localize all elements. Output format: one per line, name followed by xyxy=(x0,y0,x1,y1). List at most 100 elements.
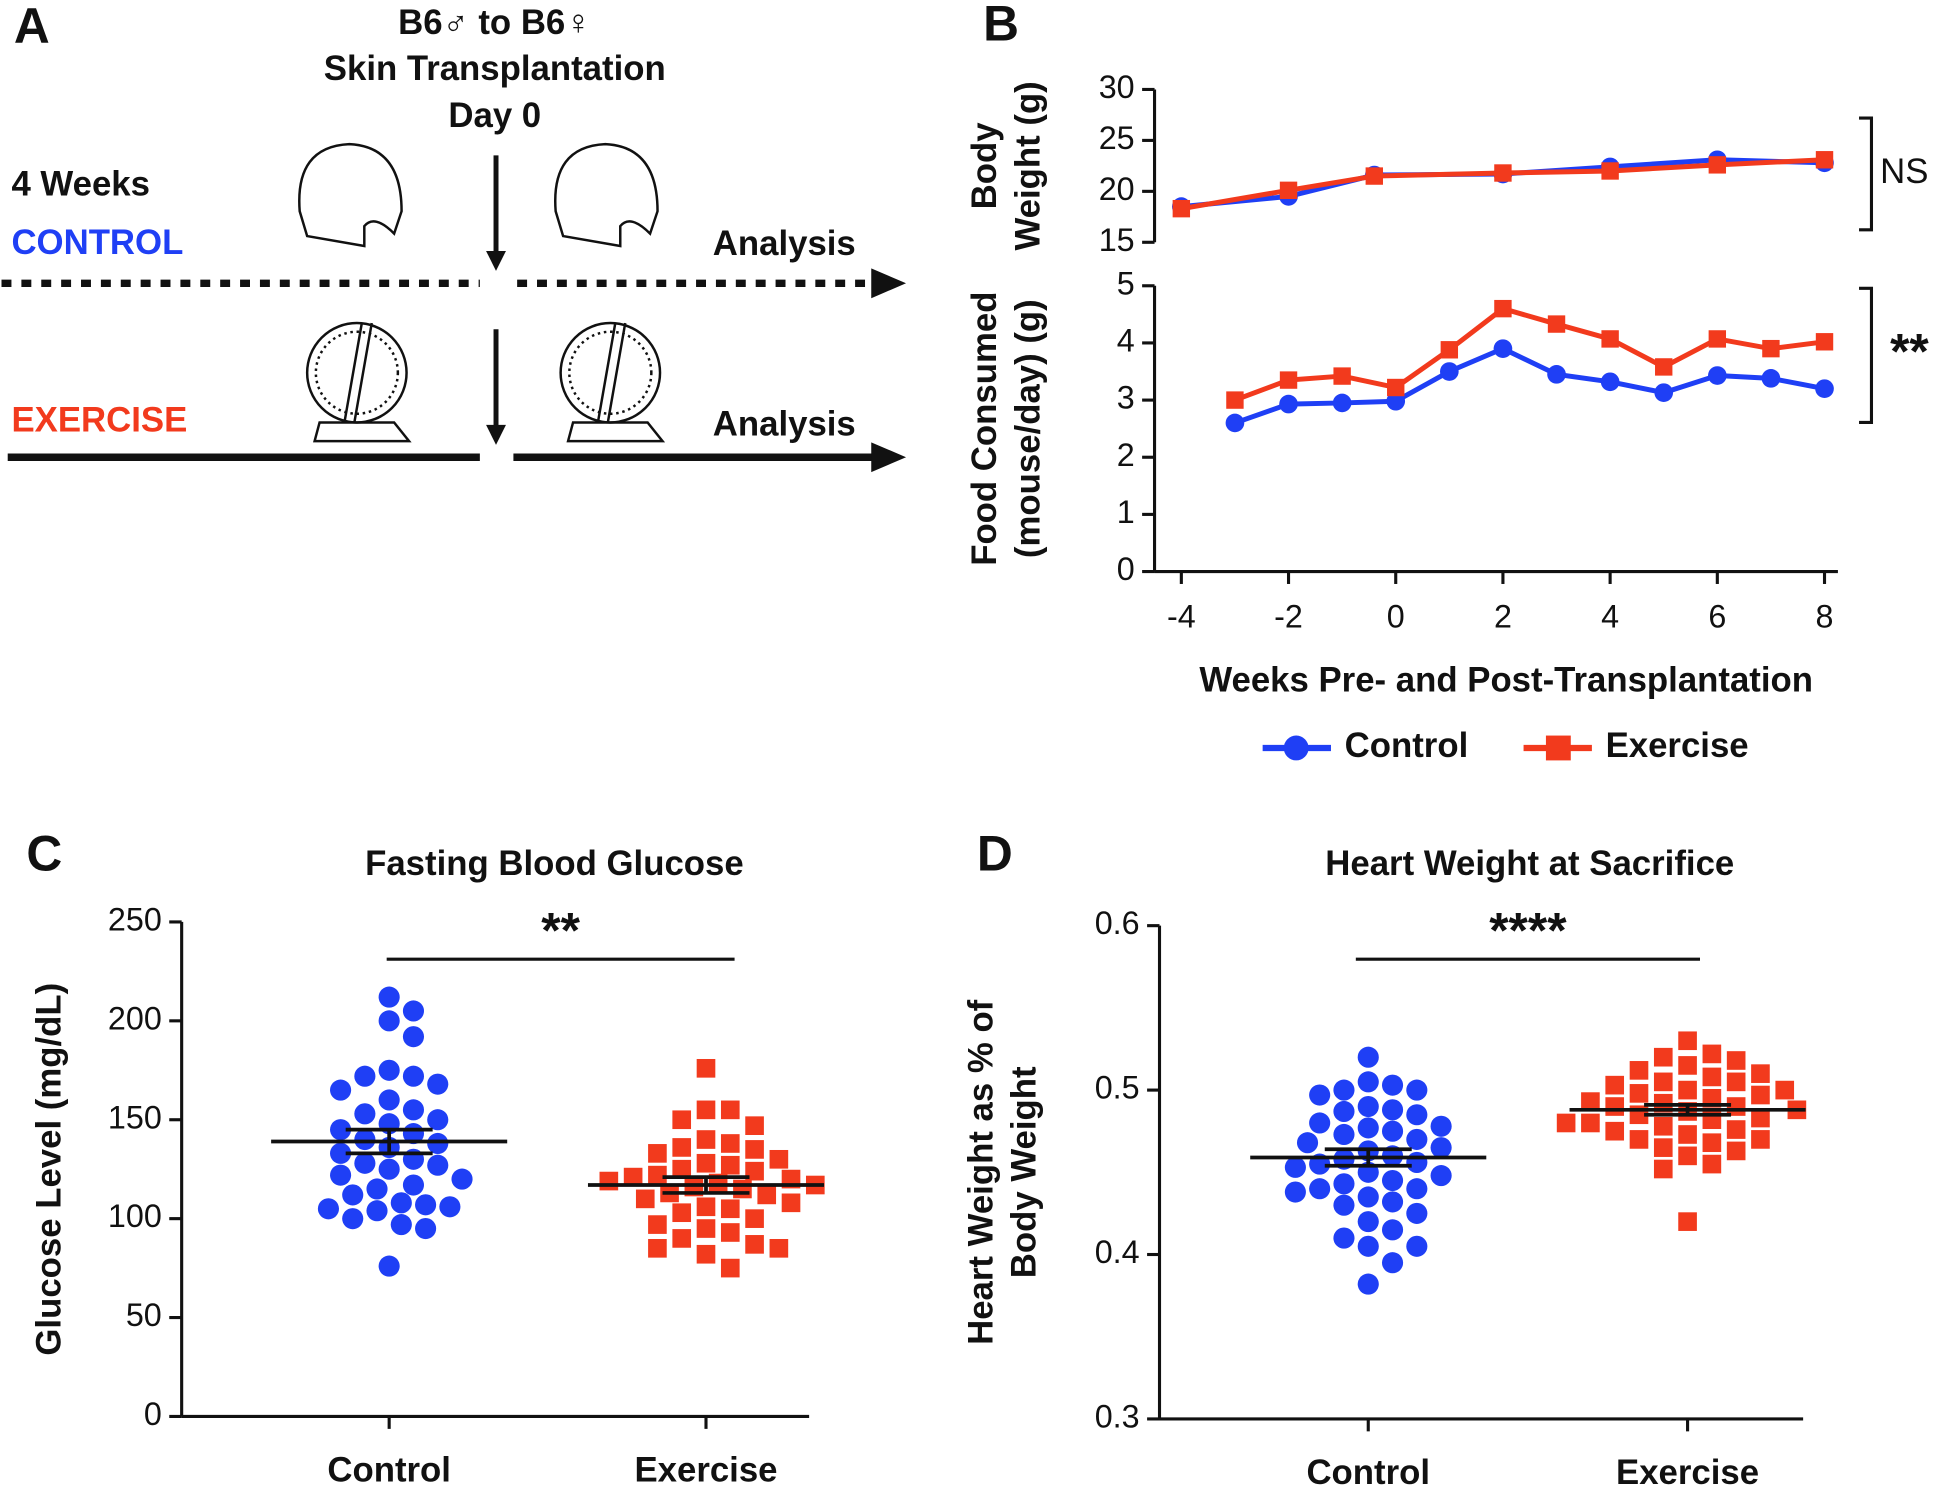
marker xyxy=(1226,391,1244,409)
marker xyxy=(1332,393,1352,413)
marker xyxy=(672,1159,692,1179)
marker xyxy=(402,1000,425,1022)
marker xyxy=(1702,1154,1722,1174)
marker xyxy=(1279,371,1298,389)
marker xyxy=(1381,1074,1404,1096)
marker xyxy=(1279,394,1298,414)
marker xyxy=(696,1100,716,1120)
marker xyxy=(720,1134,740,1153)
marker xyxy=(1762,339,1780,358)
marker xyxy=(390,1192,412,1214)
marker xyxy=(623,1167,643,1187)
marker xyxy=(745,1161,764,1181)
y-tick-label: 0 xyxy=(144,1396,162,1432)
marker xyxy=(1751,1108,1770,1128)
schematic-title: Day 0 xyxy=(448,97,541,135)
marker xyxy=(648,1144,667,1163)
marker xyxy=(696,1153,716,1173)
marker xyxy=(1653,1138,1673,1157)
marker xyxy=(1333,1100,1355,1123)
marker xyxy=(1440,362,1459,381)
marker xyxy=(1702,1088,1722,1108)
marker xyxy=(757,1185,777,1205)
annotation: **** xyxy=(1489,902,1567,958)
marker xyxy=(1296,1132,1319,1154)
marker xyxy=(1333,1194,1355,1216)
panel-label: C xyxy=(26,825,62,881)
marker xyxy=(1430,1115,1452,1137)
marker xyxy=(390,1214,412,1236)
marker xyxy=(1430,1165,1452,1187)
marker xyxy=(427,1154,449,1176)
marker xyxy=(330,1142,352,1164)
marker xyxy=(745,1140,764,1159)
marker xyxy=(1494,164,1512,182)
marker xyxy=(720,1155,740,1175)
marker xyxy=(720,1223,740,1242)
legend-label: Control xyxy=(1345,727,1469,765)
marker xyxy=(402,1174,425,1196)
marker xyxy=(366,1200,388,1222)
marker xyxy=(378,986,400,1008)
y-tick-label: 3 xyxy=(1117,380,1135,416)
marker xyxy=(1547,365,1566,384)
marker xyxy=(1678,1080,1697,1100)
marker xyxy=(1284,1156,1306,1178)
y-tick-label: 20 xyxy=(1099,171,1135,207)
marker xyxy=(1655,358,1673,376)
marker xyxy=(1333,1123,1355,1146)
marker xyxy=(672,1203,692,1223)
marker xyxy=(1751,1064,1770,1083)
timeline xyxy=(1,155,907,473)
x-tick-label: -2 xyxy=(1274,598,1303,634)
error-bar xyxy=(1644,1103,1732,1117)
marker xyxy=(1726,1051,1746,1070)
y-tick-label: 0 xyxy=(1117,551,1135,587)
marker xyxy=(769,1238,789,1258)
marker xyxy=(1381,1120,1404,1142)
marker xyxy=(1678,1212,1697,1231)
marker xyxy=(1726,1072,1746,1092)
marker xyxy=(648,1238,667,1258)
marker xyxy=(1708,156,1727,174)
marker xyxy=(1761,369,1781,388)
marker xyxy=(1406,1079,1428,1101)
marker xyxy=(1357,1235,1379,1257)
marker xyxy=(769,1149,789,1169)
marker xyxy=(1815,151,1834,169)
marker xyxy=(1547,315,1566,333)
marker xyxy=(402,1026,425,1048)
marker xyxy=(354,1152,376,1174)
marker xyxy=(317,1198,339,1220)
marker xyxy=(1600,372,1620,392)
marker xyxy=(648,1215,667,1234)
y-tick-label: 200 xyxy=(108,1000,162,1036)
y-tick-label: 25 xyxy=(1099,120,1135,156)
x-tick-label: 0 xyxy=(1387,598,1405,634)
marker xyxy=(378,1010,400,1032)
marker xyxy=(427,1073,449,1095)
marker xyxy=(1381,1219,1404,1241)
annotation: ** xyxy=(541,902,580,958)
series-line xyxy=(1234,305,1825,403)
marker xyxy=(1381,1191,1404,1213)
marker xyxy=(1406,1235,1428,1257)
marker xyxy=(1726,1120,1746,1139)
y-tick-label: 50 xyxy=(126,1297,162,1333)
marker xyxy=(733,1179,752,1199)
marker xyxy=(1708,366,1727,385)
bracket xyxy=(1859,286,1874,425)
marker xyxy=(1357,1211,1379,1233)
cage-icon xyxy=(298,142,659,248)
y-axis-label: Body Weight xyxy=(1006,1066,1044,1278)
x-tick-label: Control xyxy=(1306,1454,1430,1491)
marker xyxy=(330,1164,352,1186)
marker xyxy=(1494,299,1512,318)
y-tick-label: 0.5 xyxy=(1095,1070,1140,1106)
marker xyxy=(1406,1104,1428,1126)
marker xyxy=(1357,1071,1379,1093)
x-tick-label: 8 xyxy=(1816,598,1834,634)
schematic-title: Skin Transplantation xyxy=(324,50,666,88)
y-tick-label: 2 xyxy=(1117,437,1135,473)
marker xyxy=(696,1197,716,1217)
